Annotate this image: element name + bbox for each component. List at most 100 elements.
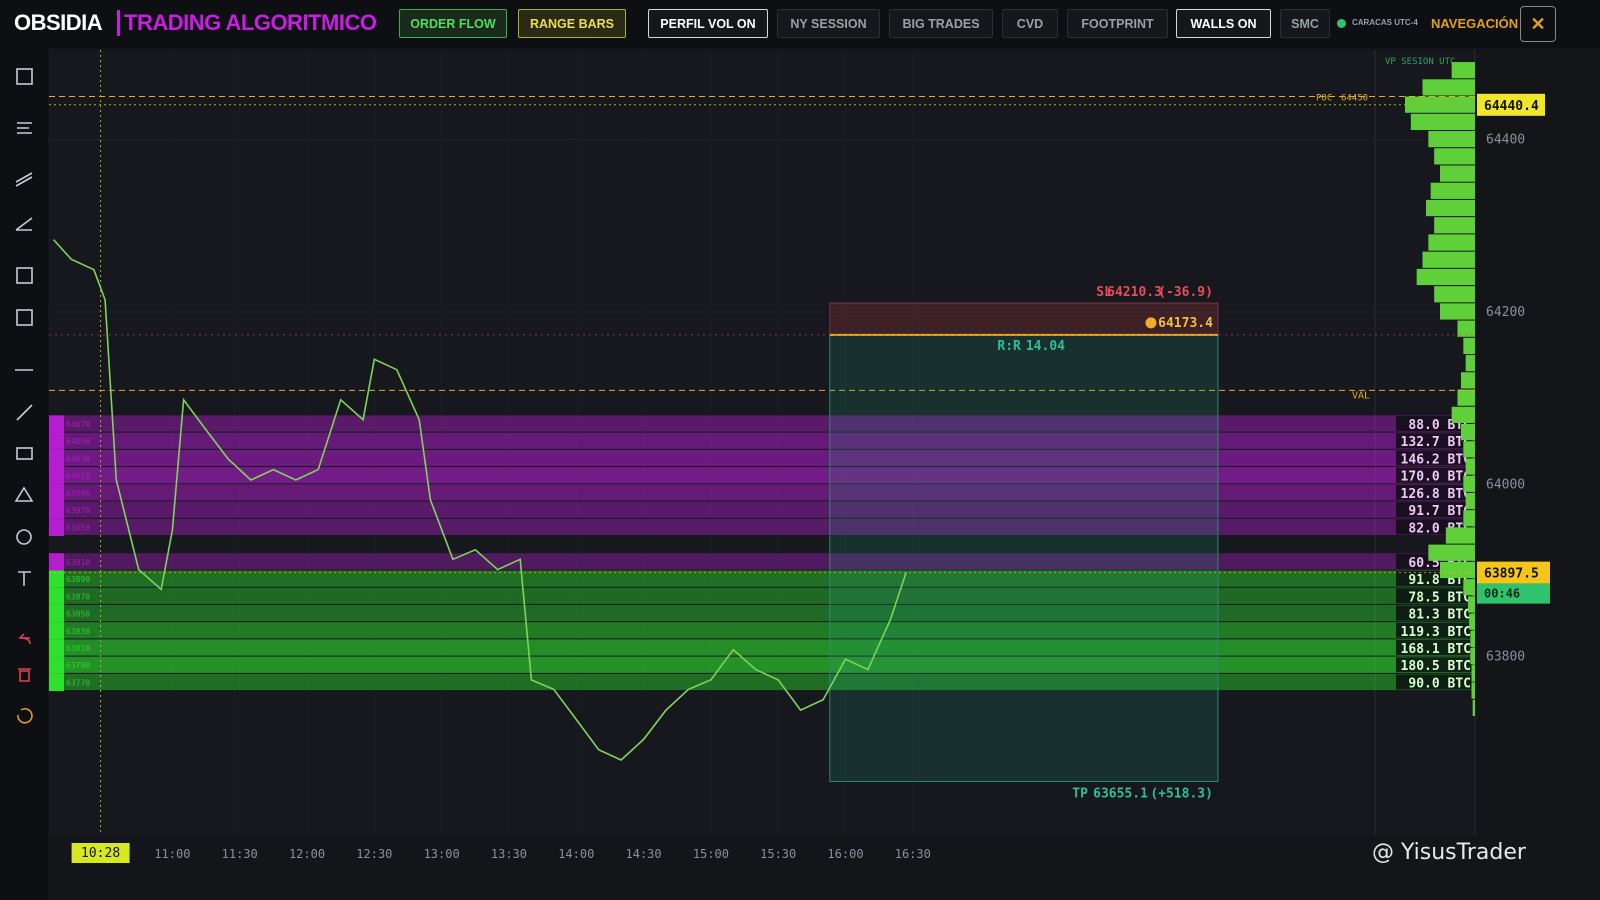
poc-value: 64450: [1341, 94, 1368, 104]
x-tick-label: 16:30: [895, 847, 931, 861]
wall-band: [49, 415, 1475, 432]
nav-menu[interactable]: NAVEGACIÓN: [1431, 16, 1519, 31]
profile-bar: [1440, 561, 1475, 579]
wall-label: 170.0 BTC: [1401, 470, 1471, 485]
wall-band: [49, 622, 1475, 639]
profile-bar: [1471, 682, 1475, 699]
toolbar-button[interactable]: WALLS ON: [1176, 9, 1271, 38]
tool-icon[interactable]: [17, 122, 32, 134]
wall-label: 168.1 BTC: [1401, 642, 1471, 657]
toolbar-button[interactable]: ORDER FLOW: [399, 9, 507, 38]
entry-dot: [1145, 317, 1157, 329]
entry-price: 64173.4: [1158, 316, 1213, 331]
wall-band: [49, 553, 1475, 570]
clock-label: CARACAS UTC-4: [1352, 18, 1418, 27]
tool-icon[interactable]: [15, 172, 33, 187]
countdown: 00:46: [1484, 587, 1520, 601]
wall-label-bg: [1396, 674, 1472, 690]
wall-label-bg: [1396, 502, 1472, 518]
wall-edge: [49, 449, 64, 468]
profile-bar: [1465, 458, 1475, 475]
wall-label-bg: [1396, 484, 1472, 500]
profile-bar: [1422, 79, 1475, 96]
wall-edge: [49, 570, 64, 588]
profile-bar: [1430, 182, 1475, 199]
profile-bar: [1463, 510, 1475, 527]
tool-icon[interactable]: [16, 529, 32, 545]
wall-price: 63770: [66, 678, 90, 687]
toolbar-button[interactable]: PERFIL VOL ON: [648, 9, 768, 38]
tool-icon[interactable]: [16, 447, 33, 460]
toolbar-button[interactable]: CVD: [1002, 9, 1058, 38]
wall-edge: [49, 518, 64, 536]
wall-price: 64050: [66, 437, 90, 446]
wall-label: 91.7 BTC: [1408, 504, 1471, 519]
wall-edge: [49, 622, 64, 640]
wall-edge: [49, 501, 64, 519]
crosshair-price-bg: [1477, 93, 1545, 116]
target-zone: [829, 334, 1219, 782]
tool-icon[interactable]: [18, 633, 31, 645]
tool-icon[interactable]: [18, 571, 31, 586]
profile-bar: [1463, 579, 1475, 596]
tool-icon[interactable]: [16, 267, 33, 284]
wall-label-bg: [1396, 657, 1472, 673]
sl-price: 64210.3: [1107, 285, 1162, 300]
toolbar-button[interactable]: FOOTPRINT: [1067, 9, 1168, 38]
x-tick-label: 15:00: [693, 847, 729, 861]
top-bar: OBSIDIA TRADING ALGORITMICO ORDER FLOW R…: [0, 0, 1600, 48]
sl-label: SL: [1096, 285, 1112, 300]
tool-icon[interactable]: [17, 707, 33, 724]
wall-edge: [49, 432, 64, 450]
wall-label: 146.2 BTC: [1401, 452, 1471, 467]
wall-price: 63810: [66, 644, 90, 653]
wall-label-bg: [1396, 467, 1472, 483]
x-tick-label: 12:00: [289, 847, 325, 861]
wall-band: [49, 673, 1475, 691]
y-tick-label: 64400: [1486, 133, 1525, 148]
logo-subtitle: TRADING ALGORITMICO: [117, 10, 377, 36]
wall-edge: [49, 484, 64, 502]
wall-edge: [49, 604, 64, 623]
collapse-button[interactable]: ✕: [1520, 6, 1556, 42]
countdown-bg: [1477, 583, 1550, 604]
tool-icon[interactable]: [15, 217, 33, 231]
status-dot: [1337, 19, 1346, 28]
profile-bar: [1471, 665, 1475, 682]
profile-bar: [1470, 648, 1475, 665]
profile-bar: [1416, 268, 1475, 286]
tool-icon[interactable]: [18, 668, 31, 682]
wall-band: [49, 484, 1475, 501]
profile-bar: [1469, 613, 1475, 630]
last-price: 63897.5: [1484, 567, 1539, 582]
wall-price: 64030: [66, 454, 90, 463]
profile-bar: [1440, 165, 1475, 182]
wall-price: 63790: [66, 661, 90, 670]
sl-diff: (-36.9): [1158, 285, 1213, 300]
price-line: [52, 239, 907, 761]
toolbar-button[interactable]: SMC: [1280, 9, 1330, 38]
tool-icon[interactable]: [16, 404, 33, 421]
rr-value: 14.04: [1026, 339, 1065, 354]
val-label: VAL: [1352, 390, 1370, 401]
toolbar-button[interactable]: BIG TRADES: [889, 9, 993, 38]
wall-price: 64070: [66, 420, 90, 429]
profile-bar: [1463, 475, 1475, 492]
toolbar-button[interactable]: RANGE BARS: [518, 9, 626, 38]
tool-icons: [14, 68, 34, 724]
toolbar-button[interactable]: NY SESSION: [777, 9, 880, 38]
profile-bar: [1428, 234, 1475, 251]
tool-icon[interactable]: [16, 68, 33, 85]
logo: OBSIDIA: [14, 10, 103, 35]
tp-diff: (+518.3): [1150, 786, 1213, 801]
tp-label: TP: [1072, 786, 1088, 801]
tool-icon[interactable]: [14, 486, 34, 502]
wall-band: [49, 518, 1475, 535]
wall-price: 63970: [66, 506, 90, 515]
y-tick-label: 64000: [1486, 477, 1525, 492]
wall-band: [49, 449, 1475, 467]
wall-label: 126.8 BTC: [1401, 487, 1471, 502]
tool-icon[interactable]: [16, 309, 33, 326]
x-tick-label: 13:30: [491, 847, 527, 861]
